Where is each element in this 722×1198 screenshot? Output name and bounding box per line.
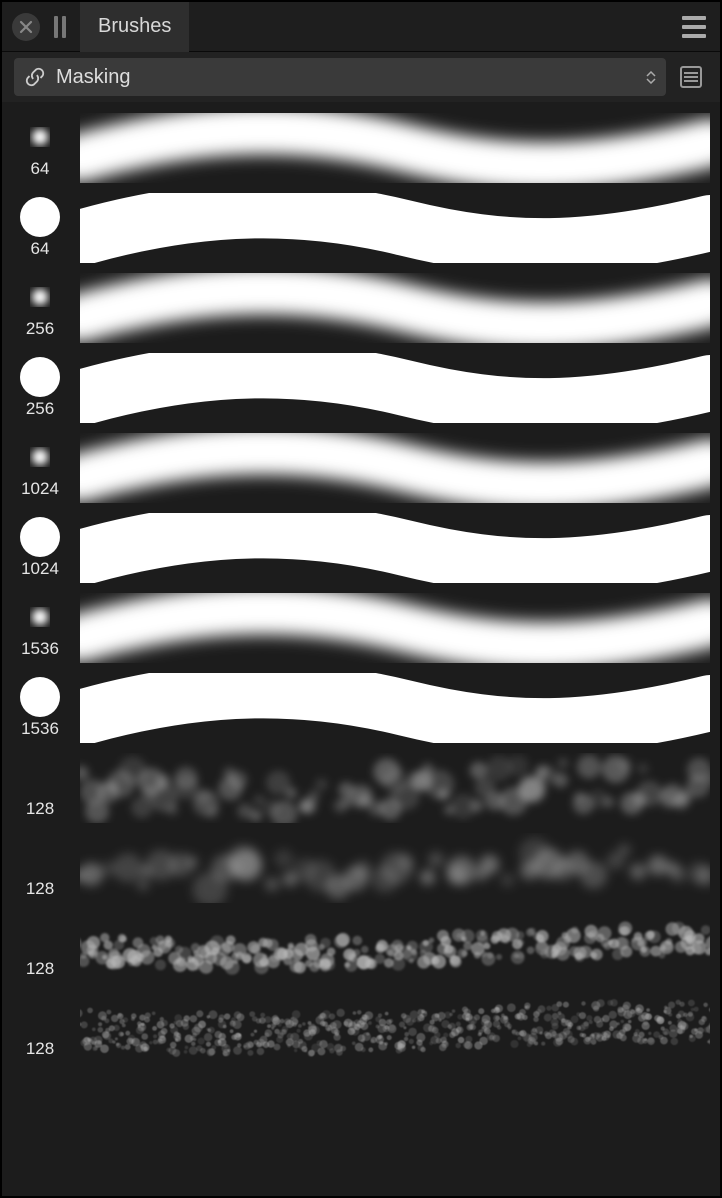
brush-info: 64 <box>12 197 68 259</box>
brush-stroke-preview <box>80 913 710 983</box>
brush-thumb <box>20 197 60 237</box>
brush-thumb <box>20 677 60 717</box>
brush-item[interactable]: 128 <box>12 908 710 988</box>
close-icon <box>19 20 33 34</box>
brush-info: 1024 <box>12 517 68 579</box>
brush-item[interactable]: 256 <box>12 348 710 428</box>
brush-item[interactable]: 128 <box>12 828 710 908</box>
brush-size-label: 64 <box>31 159 50 179</box>
brush-stroke-preview <box>80 193 710 263</box>
brush-item[interactable]: 1024 <box>12 428 710 508</box>
brush-info: 1536 <box>12 597 68 659</box>
brush-thumb <box>20 437 60 477</box>
brush-list[interactable]: 64 64 256 256 <box>2 102 720 1196</box>
brush-info: 128 <box>12 757 68 819</box>
tab-label: Brushes <box>98 15 171 38</box>
list-icon <box>678 64 704 90</box>
panel-menu-button[interactable] <box>682 16 706 38</box>
brush-item[interactable]: 64 <box>12 108 710 188</box>
close-button[interactable] <box>12 13 40 41</box>
brush-thumb <box>20 277 60 317</box>
brush-stroke-preview <box>80 993 710 1063</box>
brush-thumb <box>20 917 60 957</box>
brush-thumb <box>20 117 60 157</box>
brush-info: 128 <box>12 837 68 899</box>
brush-info: 1536 <box>12 677 68 739</box>
panel-header: Brushes <box>2 2 720 52</box>
brush-thumb <box>20 997 60 1037</box>
brush-size-label: 1024 <box>21 559 59 579</box>
brush-stroke-preview <box>80 753 710 823</box>
brush-thumb <box>20 357 60 397</box>
brush-item[interactable]: 1024 <box>12 508 710 588</box>
brush-size-label: 1536 <box>21 719 59 739</box>
brush-item[interactable]: 64 <box>12 188 710 268</box>
brush-stroke-preview <box>80 273 710 343</box>
brush-size-label: 1536 <box>21 639 59 659</box>
tab-brushes[interactable]: Brushes <box>80 2 189 52</box>
brush-item[interactable]: 256 <box>12 268 710 348</box>
brush-size-label: 128 <box>26 1039 54 1059</box>
brush-info: 1024 <box>12 437 68 499</box>
brush-stroke-preview <box>80 673 710 743</box>
brush-item[interactable]: 128 <box>12 988 710 1068</box>
brush-stroke-preview <box>80 593 710 663</box>
brush-stroke-preview <box>80 513 710 583</box>
brush-info: 64 <box>12 117 68 179</box>
brush-size-label: 128 <box>26 799 54 819</box>
brush-info: 256 <box>12 357 68 419</box>
brush-info: 128 <box>12 917 68 979</box>
brush-size-label: 256 <box>26 319 54 339</box>
brush-thumb <box>20 837 60 877</box>
list-view-button[interactable] <box>674 60 708 94</box>
category-label: Masking <box>56 66 646 89</box>
brush-size-label: 64 <box>31 239 50 259</box>
brush-info: 256 <box>12 277 68 339</box>
brush-thumb <box>20 597 60 637</box>
brush-stroke-preview <box>80 433 710 503</box>
brush-info: 128 <box>12 997 68 1059</box>
brush-stroke-preview <box>80 113 710 183</box>
brush-size-label: 1024 <box>21 479 59 499</box>
brush-item[interactable]: 1536 <box>12 588 710 668</box>
brush-thumb <box>20 517 60 557</box>
brush-toolbar: Masking <box>2 52 720 102</box>
brush-stroke-preview <box>80 833 710 903</box>
updown-icon <box>646 71 656 84</box>
brush-item[interactable]: 1536 <box>12 668 710 748</box>
brush-thumb <box>20 757 60 797</box>
brush-item[interactable]: 128 <box>12 748 710 828</box>
brush-size-label: 128 <box>26 879 54 899</box>
brush-size-label: 128 <box>26 959 54 979</box>
brush-size-label: 256 <box>26 399 54 419</box>
brush-stroke-preview <box>80 353 710 423</box>
category-selector[interactable]: Masking <box>14 58 666 96</box>
link-icon <box>24 66 46 88</box>
dock-icon[interactable] <box>54 16 66 38</box>
